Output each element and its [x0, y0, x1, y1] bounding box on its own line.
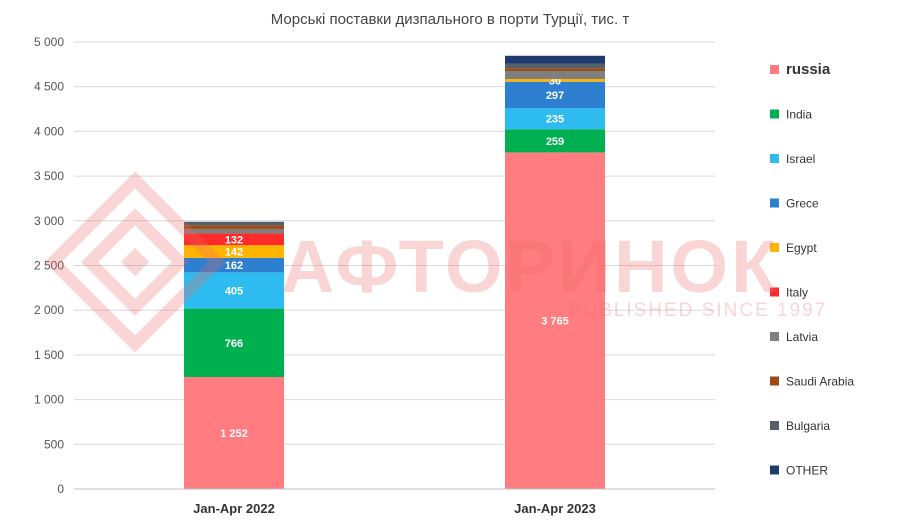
bar-segment-latvia — [505, 70, 605, 80]
x-tick-label: Jan-Apr 2023 — [514, 501, 596, 516]
chart-title: Морські поставки дизпального в порти Тур… — [271, 11, 630, 28]
bar-segment-italy — [184, 233, 284, 246]
legend-swatch — [770, 287, 779, 297]
bar-segment-egypt — [184, 245, 284, 258]
bar-segment-bulgaria — [184, 221, 284, 226]
legend-label: OTHER — [786, 464, 828, 478]
legend-swatch — [770, 465, 779, 475]
bar-segment-india — [505, 129, 605, 153]
legend-swatch — [770, 198, 779, 208]
legend-label: Saudi Arabia — [786, 375, 854, 389]
watermark: АФТОРИНОК PUBLISHED SINCE 1997 — [44, 171, 828, 353]
bar-segment-israel — [505, 108, 605, 130]
x-tick-label: Jan-Apr 2022 — [193, 501, 275, 516]
bar-segment-israel — [184, 272, 284, 309]
data-label: 132 — [225, 234, 243, 246]
bar-segment-russia — [184, 377, 284, 489]
legend-swatch — [770, 376, 779, 386]
legend-label: Israel — [786, 152, 815, 166]
data-label: 235 — [546, 114, 564, 126]
bar-segment-other — [505, 55, 605, 64]
watermark-logo-text: АФТОРИНОК — [281, 225, 780, 308]
legend-swatch — [770, 421, 779, 430]
legend: russia India Israel Grece Egypt Italy Latvia Sa… — [770, 61, 854, 478]
data-label: 405 — [225, 285, 243, 297]
legend-label: Italy — [786, 286, 808, 300]
legend-label: Latvia — [786, 330, 818, 344]
legend-label: India — [786, 108, 812, 122]
y-tick-label: 1 500 — [34, 348, 64, 362]
bar-segment-saudi-arabia — [505, 68, 605, 71]
bar-segment-grece — [505, 81, 605, 109]
data-label: 297 — [546, 90, 564, 102]
data-label: 1 252 — [220, 428, 248, 440]
bar-segment-india — [184, 308, 284, 378]
y-tick-label: 3 500 — [34, 169, 64, 183]
bar-segment-egypt — [505, 79, 605, 82]
y-tick-label: 3 000 — [34, 214, 64, 228]
y-tick-label: 4 500 — [34, 80, 64, 94]
y-tick-label: 0 — [57, 482, 64, 496]
legend-label: Egypt — [786, 241, 817, 255]
legend-swatch — [770, 109, 779, 119]
data-label: 766 — [225, 338, 243, 350]
data-label: 3 765 — [541, 316, 569, 328]
bar-segment-grece — [184, 257, 284, 273]
y-tick-label: 2 500 — [34, 259, 64, 273]
y-tick-label: 2 000 — [34, 303, 64, 317]
legend-label: Bulgaria — [786, 419, 830, 433]
y-tick-label: 5 000 — [34, 35, 64, 49]
gridlines — [74, 41, 715, 490]
watermark-tagline: PUBLISHED SINCE 1997 — [569, 300, 828, 321]
bar-segment-latvia — [184, 228, 284, 234]
y-tick-label: 1 000 — [34, 393, 64, 407]
x-axis: Jan-Apr 2022 Jan-Apr 2023 — [74, 488, 715, 516]
legend-swatch — [770, 332, 779, 341]
legend-swatch — [770, 243, 779, 252]
legend-label: russia — [786, 61, 831, 78]
data-label: 142 — [225, 247, 243, 259]
y-axis: 0 500 1 000 1 500 2 000 2 500 3 000 3 500 4 000 4… — [34, 35, 64, 496]
bar-segment-russia — [505, 152, 605, 489]
bar-segment-saudi-arabia — [184, 225, 284, 229]
y-tick-label: 500 — [44, 437, 64, 451]
legend-label: Grece — [786, 197, 819, 211]
y-tick-label: 4 000 — [34, 124, 64, 138]
legend-swatch — [770, 65, 779, 74]
bar-segment-bulgaria — [505, 63, 605, 69]
data-label: 259 — [546, 136, 564, 148]
legend-swatch — [770, 154, 779, 163]
data-label: 162 — [225, 260, 243, 272]
